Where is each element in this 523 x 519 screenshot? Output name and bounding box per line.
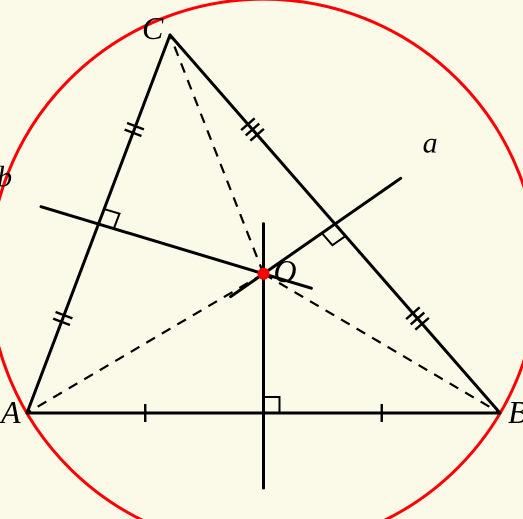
circumcenter-dot xyxy=(258,268,270,280)
label-C: C xyxy=(142,10,164,46)
bisector-label-a: a xyxy=(423,126,438,159)
label-O: O xyxy=(274,253,297,289)
label-A: A xyxy=(0,394,21,430)
bisector-label-c: c xyxy=(242,510,255,519)
bisector-label-b: b xyxy=(0,161,12,194)
label-B: B xyxy=(508,394,523,430)
